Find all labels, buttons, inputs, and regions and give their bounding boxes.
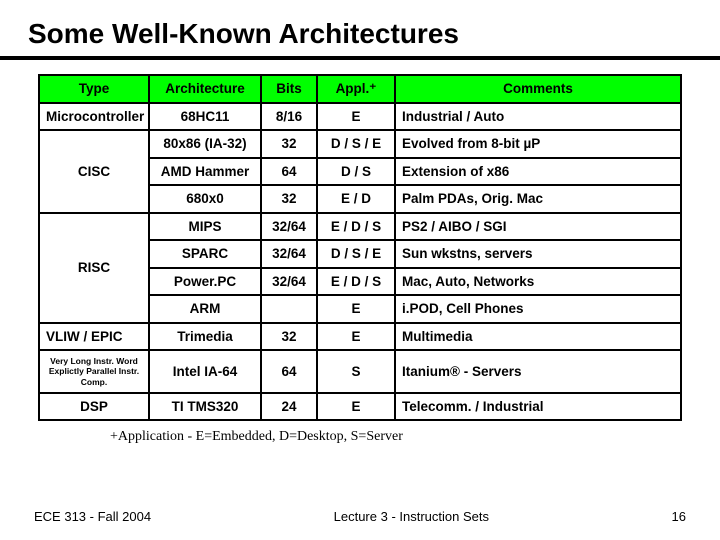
cell-bits: 32/64 bbox=[261, 213, 317, 241]
cell-comments: i.POD, Cell Phones bbox=[395, 295, 681, 323]
title-underline bbox=[0, 56, 720, 60]
slide-title: Some Well-Known Architectures bbox=[0, 0, 720, 56]
cell-arch: AMD Hammer bbox=[149, 158, 261, 186]
cell-appl: D / S / E bbox=[317, 240, 395, 268]
cell-comments: Mac, Auto, Networks bbox=[395, 268, 681, 296]
cell-type-sub: Very Long Instr. Word Explictly Parallel… bbox=[39, 350, 149, 393]
cell-comments: PS2 / AIBO / SGI bbox=[395, 213, 681, 241]
cell-arch: 68HC11 bbox=[149, 103, 261, 131]
cell-appl: E bbox=[317, 103, 395, 131]
cell-appl: D / S / E bbox=[317, 130, 395, 158]
col-header-bits: Bits bbox=[261, 75, 317, 103]
cell-arch: ARM bbox=[149, 295, 261, 323]
cell-type: CISC bbox=[39, 130, 149, 213]
cell-bits: 32/64 bbox=[261, 268, 317, 296]
cell-bits: 24 bbox=[261, 393, 317, 421]
cell-arch: Intel IA-64 bbox=[149, 350, 261, 393]
col-header-comments: Comments bbox=[395, 75, 681, 103]
cell-appl: S bbox=[317, 350, 395, 393]
architectures-table: Type Architecture Bits Appl.⁺ Comments M… bbox=[38, 74, 682, 421]
cell-comments: Telecomm. / Industrial bbox=[395, 393, 681, 421]
cell-arch: MIPS bbox=[149, 213, 261, 241]
cell-bits: 8/16 bbox=[261, 103, 317, 131]
cell-type: Microcontroller bbox=[39, 103, 149, 131]
cell-comments: Extension of x86 bbox=[395, 158, 681, 186]
col-header-arch: Architecture bbox=[149, 75, 261, 103]
cell-bits: 64 bbox=[261, 158, 317, 186]
cell-bits: 32/64 bbox=[261, 240, 317, 268]
table-body: Microcontroller 68HC11 8/16 E Industrial… bbox=[39, 103, 681, 421]
cell-appl: E bbox=[317, 295, 395, 323]
cell-appl: E / D bbox=[317, 185, 395, 213]
cell-arch: 680x0 bbox=[149, 185, 261, 213]
table-row: RISC MIPS 32/64 E / D / S PS2 / AIBO / S… bbox=[39, 213, 681, 241]
footer-center: Lecture 3 - Instruction Sets bbox=[151, 509, 671, 524]
cell-bits: 32 bbox=[261, 130, 317, 158]
cell-type: DSP bbox=[39, 393, 149, 421]
cell-comments: Evolved from 8-bit µP bbox=[395, 130, 681, 158]
cell-appl: D / S bbox=[317, 158, 395, 186]
type-sub-line: Very Long Instr. Word bbox=[46, 356, 142, 366]
cell-type: RISC bbox=[39, 213, 149, 323]
slide-footer: ECE 313 - Fall 2004 Lecture 3 - Instruct… bbox=[0, 509, 720, 524]
table-row: Very Long Instr. Word Explictly Parallel… bbox=[39, 350, 681, 393]
legend-text: +Application - E=Embedded, D=Desktop, S=… bbox=[0, 421, 720, 445]
cell-bits: 32 bbox=[261, 323, 317, 351]
table-row: CISC 80x86 (IA-32) 32 D / S / E Evolved … bbox=[39, 130, 681, 158]
cell-bits: 64 bbox=[261, 350, 317, 393]
cell-appl: E bbox=[317, 393, 395, 421]
cell-arch: 80x86 (IA-32) bbox=[149, 130, 261, 158]
col-header-type: Type bbox=[39, 75, 149, 103]
cell-arch: Power.PC bbox=[149, 268, 261, 296]
table-row: DSP TI TMS320 24 E Telecomm. / Industria… bbox=[39, 393, 681, 421]
table-header-row: Type Architecture Bits Appl.⁺ Comments bbox=[39, 75, 681, 103]
col-header-appl: Appl.⁺ bbox=[317, 75, 395, 103]
cell-bits: 32 bbox=[261, 185, 317, 213]
footer-right: 16 bbox=[672, 509, 720, 524]
cell-comments: Palm PDAs, Orig. Mac bbox=[395, 185, 681, 213]
cell-arch: TI TMS320 bbox=[149, 393, 261, 421]
table-row: VLIW / EPIC Trimedia 32 E Multimedia bbox=[39, 323, 681, 351]
cell-appl: E / D / S bbox=[317, 213, 395, 241]
cell-appl: E bbox=[317, 323, 395, 351]
cell-appl: E / D / S bbox=[317, 268, 395, 296]
cell-arch: Trimedia bbox=[149, 323, 261, 351]
cell-arch: SPARC bbox=[149, 240, 261, 268]
cell-comments: Industrial / Auto bbox=[395, 103, 681, 131]
type-sub-line: Explictly Parallel Instr. Comp. bbox=[46, 366, 142, 386]
table-container: Type Architecture Bits Appl.⁺ Comments M… bbox=[0, 74, 720, 421]
cell-comments: Multimedia bbox=[395, 323, 681, 351]
cell-comments: Sun wkstns, servers bbox=[395, 240, 681, 268]
cell-comments: Itanium® - Servers bbox=[395, 350, 681, 393]
table-row: Microcontroller 68HC11 8/16 E Industrial… bbox=[39, 103, 681, 131]
footer-left: ECE 313 - Fall 2004 bbox=[0, 509, 151, 524]
cell-bits bbox=[261, 295, 317, 323]
cell-type: VLIW / EPIC bbox=[39, 323, 149, 351]
